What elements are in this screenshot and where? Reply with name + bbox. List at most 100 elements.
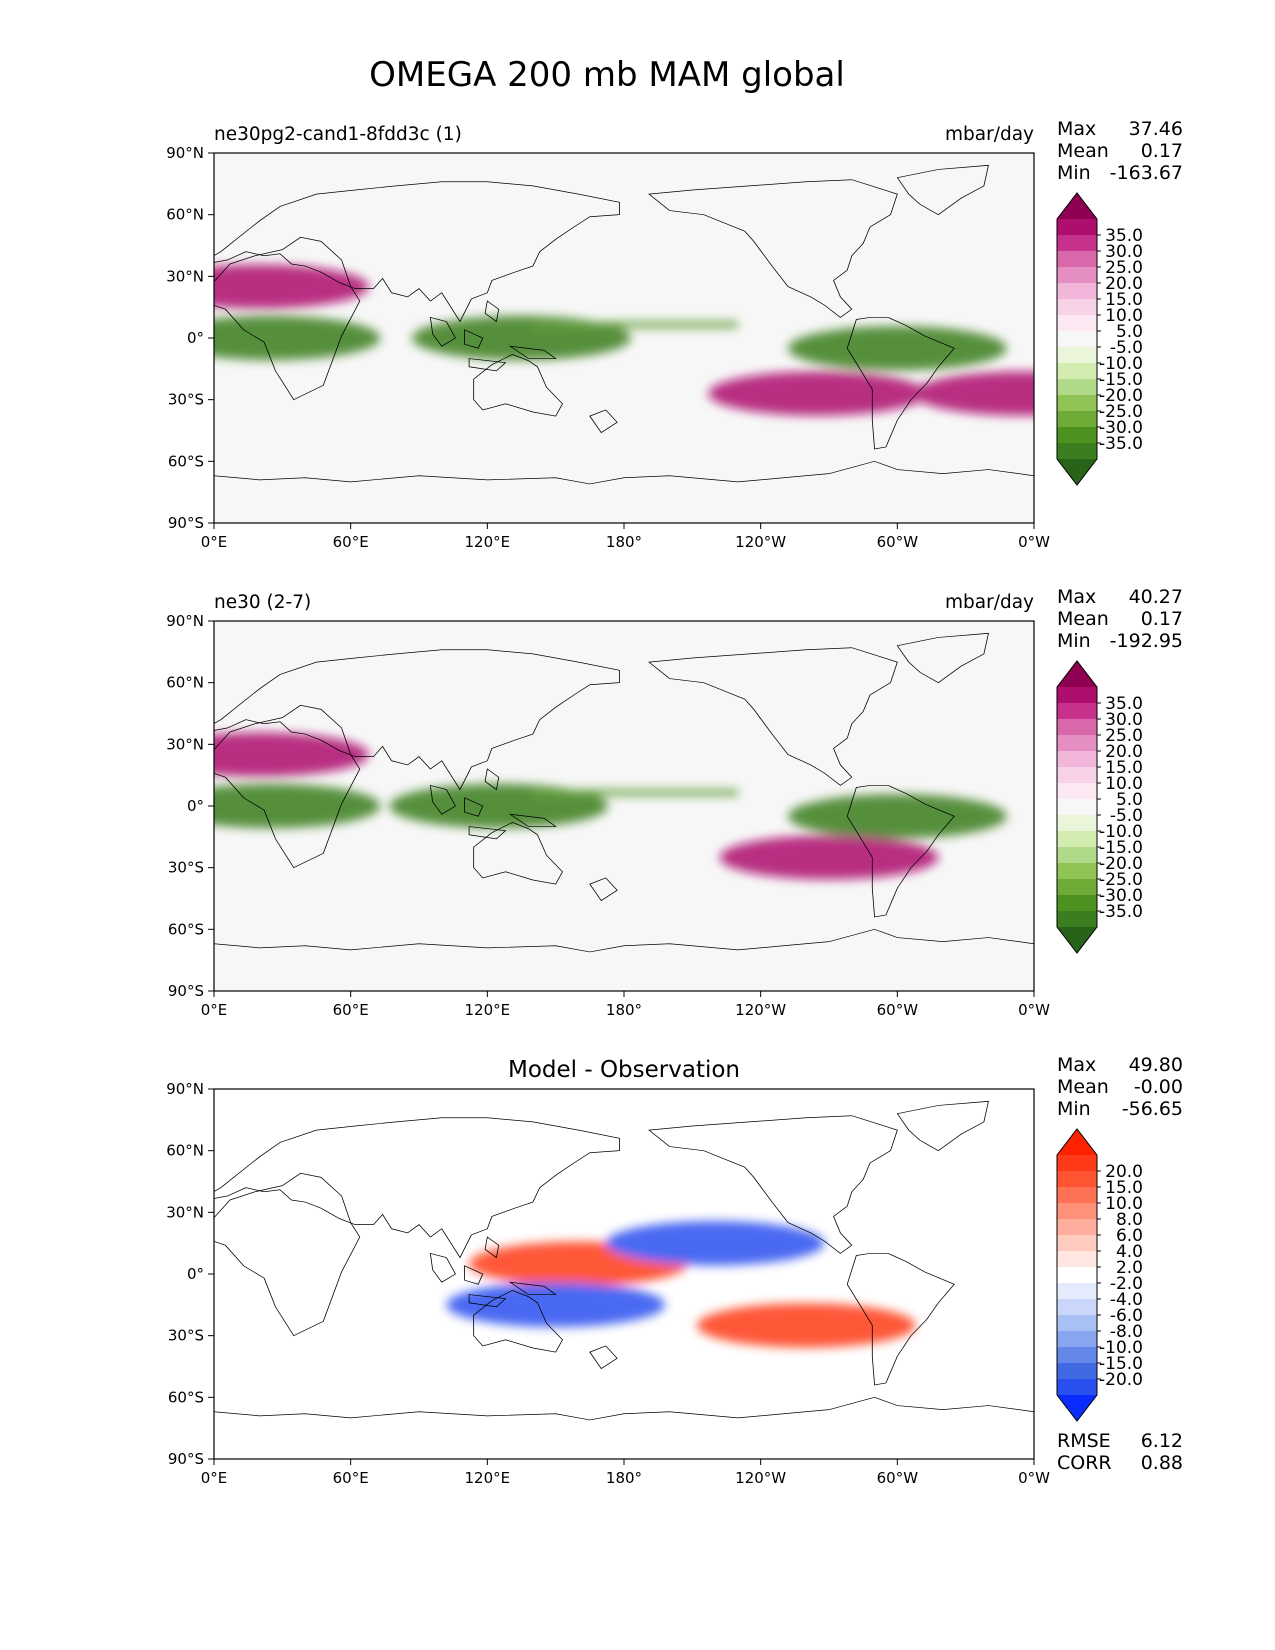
colorbar-swatch	[1057, 267, 1097, 284]
colorbar-label: -10.0	[1099, 354, 1143, 374]
colorbar-swatch	[1057, 735, 1097, 752]
panel-units: mbar/day	[945, 592, 1034, 613]
lon-tick-label: 0°W	[1018, 1001, 1050, 1019]
lat-tick-label: 90°S	[168, 514, 204, 532]
lon-tick-label: 120°W	[735, 1001, 786, 1019]
colorbar-label: -8.0	[1110, 1322, 1143, 1342]
colorbar-swatch	[1057, 379, 1097, 396]
lon-tick-label: 60°W	[877, 1001, 919, 1019]
stat-value: 0.17	[1141, 140, 1183, 162]
colorbar-swatch	[1057, 1187, 1097, 1204]
figure-title: OMEGA 200 mb MAM global	[369, 55, 845, 95]
stat-value: -56.65	[1122, 1098, 1183, 1120]
colorbar-swatch	[1057, 427, 1097, 444]
colorbar-swatch	[1057, 847, 1097, 864]
lon-tick-label: 180°	[606, 1469, 642, 1487]
panel-test: 90°N 60°N 30°N 0° 30°S 60°S 90°S0°E 60°E 120°E 18…	[166, 118, 1183, 551]
colorbar-swatch	[1057, 1347, 1097, 1364]
stat-label: Max	[1057, 586, 1096, 608]
field-feature-negative	[446, 1282, 665, 1328]
stat-label: Max	[1057, 118, 1096, 140]
colorbar-label: -6.0	[1110, 1306, 1143, 1326]
lat-tick-label: 30°S	[168, 859, 204, 877]
colorbar-label: -35.0	[1099, 434, 1143, 454]
lon-tick-label: 60°W	[877, 1469, 919, 1487]
lon-tick-label: 120°W	[735, 1469, 786, 1487]
colorbar-swatch	[1057, 879, 1097, 896]
lat-tick-label: 90°S	[168, 982, 204, 1000]
field-layer	[446, 1220, 916, 1348]
colorbar-extend-min	[1057, 927, 1097, 953]
colorbar-label: -30.0	[1099, 886, 1143, 906]
corr-label: CORR	[1057, 1452, 1112, 1474]
stat-value: -163.67	[1110, 162, 1183, 184]
colorbar-swatch	[1057, 1235, 1097, 1252]
colorbar-swatch	[1057, 443, 1097, 460]
colorbar-outline	[1056, 192, 1098, 486]
colorbar-swatch	[1057, 799, 1097, 816]
lat-tick-label: 60°S	[168, 452, 204, 470]
field-feature-descent	[214, 732, 369, 777]
colorbar-swatch	[1057, 363, 1097, 380]
colorbar-label: 4.0	[1116, 1242, 1143, 1262]
colorbar-swatch	[1057, 767, 1097, 784]
colorbar-swatch	[1057, 1283, 1097, 1300]
lon-tick-label: 60°E	[333, 1001, 369, 1019]
panel-left-label: ne30 (2-7)	[214, 592, 311, 613]
colorbar-swatch	[1057, 815, 1097, 832]
colorbar-swatch	[1057, 1267, 1097, 1284]
colorbar-label: 20.0	[1105, 274, 1143, 294]
colorbar-swatch	[1057, 687, 1097, 704]
stat-value: 49.80	[1129, 1054, 1183, 1076]
colorbar-swatch	[1057, 831, 1097, 848]
colorbar-label: -15.0	[1099, 1354, 1143, 1374]
stat-label: Min	[1057, 630, 1091, 652]
colorbar-label: 30.0	[1105, 710, 1143, 730]
colorbar-swatch	[1057, 1171, 1097, 1188]
stat-label: Max	[1057, 1054, 1096, 1076]
colorbar-swatch	[1057, 347, 1097, 364]
panel-left-label: ne30pg2-cand1-8fdd3c (1)	[214, 124, 462, 145]
colorbar-label: -30.0	[1099, 418, 1143, 438]
colorbar-swatch	[1057, 299, 1097, 316]
colorbar-label: -5.0	[1110, 806, 1143, 826]
lat-tick-label: 60°N	[166, 1142, 204, 1160]
lat-tick-label: 0°	[187, 797, 204, 815]
colorbar-label: -15.0	[1099, 370, 1143, 390]
lon-tick-label: 120°E	[465, 533, 511, 551]
colorbar-label: 15.0	[1105, 290, 1143, 310]
stat-label: Mean	[1057, 1076, 1109, 1098]
lat-tick-label: 90°N	[166, 1080, 204, 1098]
lat-tick-label: 60°N	[166, 674, 204, 692]
colorbar: 35.030.025.020.015.010.05.0-5.0-10.0-15.…	[1056, 192, 1143, 486]
colorbar-label: 15.0	[1105, 1178, 1143, 1198]
colorbar-label: 30.0	[1105, 242, 1143, 262]
colorbar-label: 2.0	[1116, 1258, 1143, 1278]
colorbar-swatch	[1057, 1251, 1097, 1268]
field-feature-descent	[719, 835, 939, 880]
corr-value: 0.88	[1141, 1452, 1183, 1474]
colorbar-label: 6.0	[1116, 1226, 1143, 1246]
colorbar-label: 10.0	[1105, 1194, 1143, 1214]
colorbar-swatch	[1057, 911, 1097, 928]
lat-tick-label: 60°N	[166, 206, 204, 224]
lon-tick-label: 0°W	[1018, 1469, 1050, 1487]
lon-tick-label: 0°W	[1018, 533, 1050, 551]
rmse-label: RMSE	[1057, 1430, 1111, 1452]
colorbar-outline	[1056, 660, 1098, 954]
stat-label: Min	[1057, 1098, 1091, 1120]
colorbar-label: -10.0	[1099, 1338, 1143, 1358]
colorbar-swatch	[1057, 1155, 1097, 1172]
field-feature-ascent	[788, 326, 1007, 371]
colorbar: 35.030.025.020.015.010.05.0-5.0-10.0-15.…	[1056, 660, 1143, 954]
colorbar-swatch	[1057, 1315, 1097, 1332]
lat-tick-label: 0°	[187, 329, 204, 347]
field-feature-positive	[696, 1303, 916, 1348]
colorbar-label: -20.0	[1099, 1370, 1143, 1390]
colorbar-label: 20.0	[1105, 1162, 1143, 1182]
lon-tick-label: 60°E	[333, 1469, 369, 1487]
lon-tick-label: 0°E	[201, 1001, 228, 1019]
itcz-band	[532, 321, 738, 328]
field-feature-descent	[708, 371, 927, 416]
